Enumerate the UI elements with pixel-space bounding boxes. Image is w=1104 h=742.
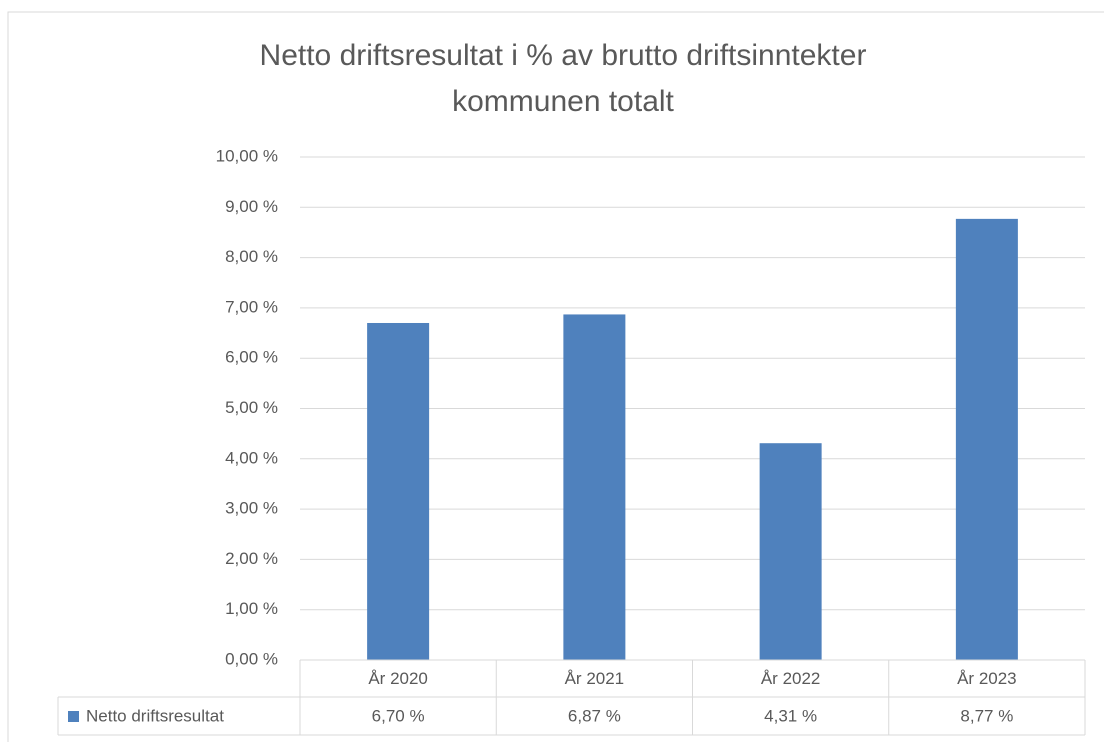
x-tick-label: År 2023 bbox=[957, 669, 1017, 688]
legend-swatch bbox=[68, 711, 79, 722]
x-tick-label: År 2021 bbox=[565, 669, 625, 688]
data-label: 4,31 % bbox=[764, 706, 817, 725]
y-tick-label: 0,00 % bbox=[225, 649, 278, 668]
chart-frame bbox=[7, 11, 1104, 742]
y-tick-label: 5,00 % bbox=[225, 398, 278, 417]
bar bbox=[563, 314, 626, 660]
y-tick-label: 9,00 % bbox=[225, 197, 278, 216]
y-tick-label: 1,00 % bbox=[225, 599, 278, 618]
y-tick-label: 4,00 % bbox=[225, 448, 278, 467]
chart-title: kommunen totalt bbox=[452, 85, 674, 118]
data-label: 6,70 % bbox=[372, 706, 425, 725]
y-tick-label: 8,00 % bbox=[225, 247, 278, 266]
legend-label: Netto driftsresultat bbox=[86, 706, 224, 725]
y-tick-label: 7,00 % bbox=[225, 297, 278, 316]
bar bbox=[367, 322, 430, 660]
x-tick-label: År 2020 bbox=[368, 669, 428, 688]
chart-title: Netto driftsresultat i % av brutto drift… bbox=[260, 39, 867, 72]
y-tick-label: 2,00 % bbox=[225, 549, 278, 568]
data-label: 8,77 % bbox=[960, 706, 1013, 725]
y-tick-label: 6,00 % bbox=[225, 348, 278, 367]
x-tick-label: År 2022 bbox=[761, 669, 821, 688]
y-tick-label: 10,00 % bbox=[216, 146, 278, 165]
bar bbox=[955, 218, 1018, 660]
bar bbox=[759, 443, 822, 660]
data-label: 6,87 % bbox=[568, 706, 621, 725]
y-tick-label: 3,00 % bbox=[225, 499, 278, 518]
